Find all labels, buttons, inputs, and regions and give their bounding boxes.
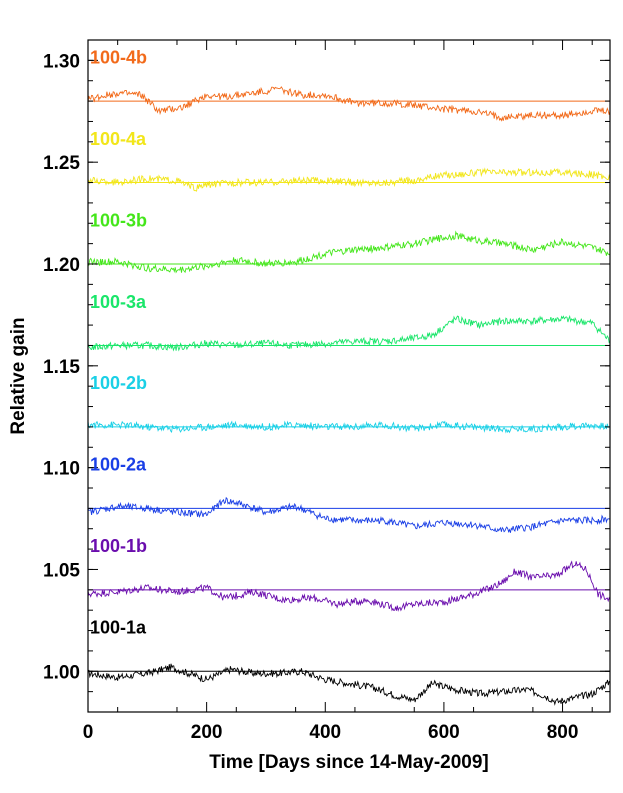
x-tick-label: 600 xyxy=(428,722,460,743)
x-tick-label: 200 xyxy=(191,722,223,743)
x-tick-label: 400 xyxy=(309,722,341,743)
series-label: 100-2a xyxy=(90,455,147,475)
series-label: 100-1b xyxy=(90,536,147,556)
series-line xyxy=(87,496,611,533)
series-line xyxy=(87,167,611,192)
series-line xyxy=(87,86,611,122)
y-tick-label: 1.30 xyxy=(43,51,80,72)
x-tick-label: 800 xyxy=(547,722,579,743)
y-tick-label: 1.10 xyxy=(43,459,80,480)
series-line xyxy=(87,314,611,352)
series-line xyxy=(87,663,610,706)
series-label: 100-4a xyxy=(90,129,147,149)
series-label: 100-3a xyxy=(90,292,147,312)
x-axis: 0 200 400 600 800 xyxy=(83,40,593,743)
series-line xyxy=(87,420,611,434)
series-line xyxy=(87,560,611,612)
series-label: 100-1a xyxy=(90,618,147,638)
y-tick-label: 1.00 xyxy=(43,662,80,683)
x-tick-label: 0 xyxy=(83,722,94,743)
series-label: 100-2b xyxy=(90,373,147,393)
series-line xyxy=(87,230,611,274)
y-tick-label: 1.05 xyxy=(43,560,80,581)
y-axis: 1.00 1.05 1.10 1.15 1.20 1.25 1.30 xyxy=(43,51,610,693)
x-axis-title: Time [Days since 14-May-2009] xyxy=(209,752,489,773)
y-axis-title: Relative gain xyxy=(8,317,29,434)
series-label: 100-4b xyxy=(90,47,147,67)
series-labels: 100-1a 100-1b 100-2a 100-2b 100-3a 100-3b 100-… xyxy=(90,47,147,637)
plot-area xyxy=(87,86,611,706)
series-label: 100-3b xyxy=(90,210,147,230)
plot-frame xyxy=(87,39,611,713)
y-tick-label: 1.20 xyxy=(43,255,80,276)
y-tick-label: 1.15 xyxy=(43,357,80,378)
y-tick-label: 1.25 xyxy=(43,153,80,174)
